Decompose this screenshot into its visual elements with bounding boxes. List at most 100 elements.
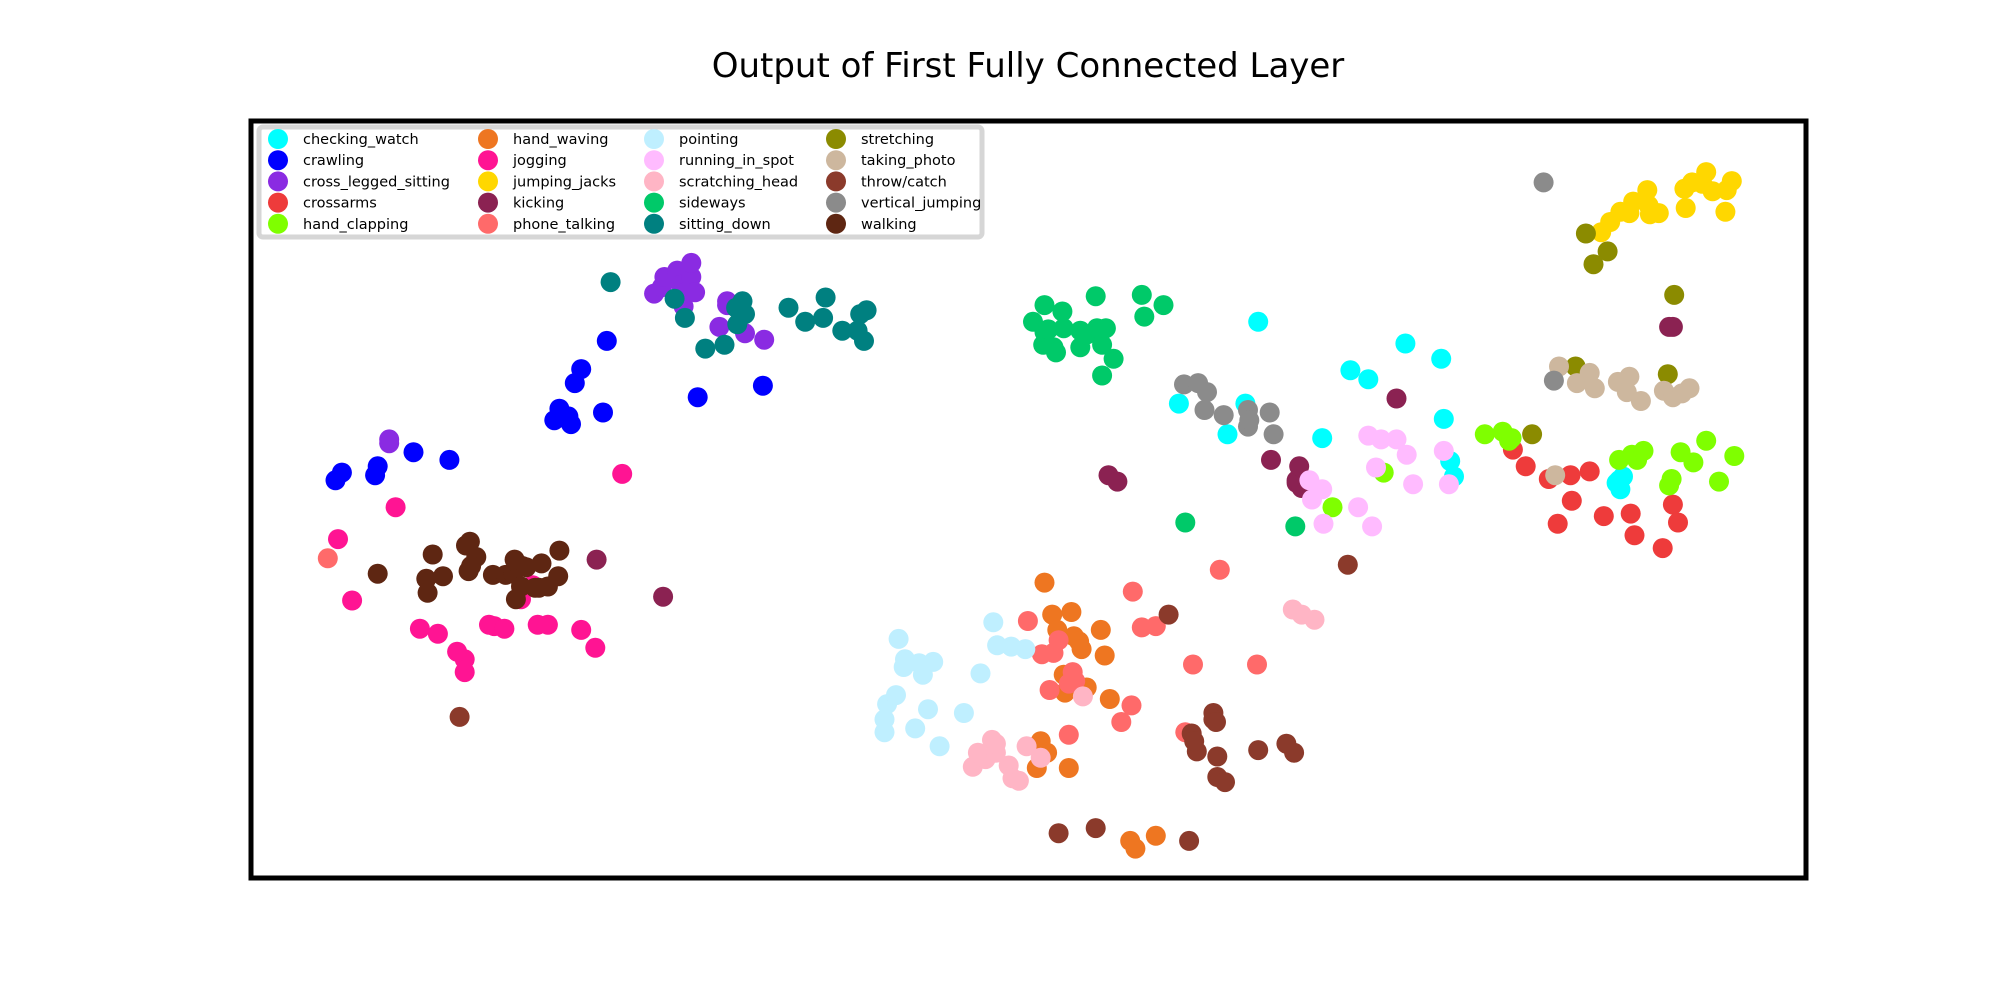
data-point bbox=[1194, 400, 1215, 420]
chart-title: Output of First Fully Connected Layer bbox=[712, 46, 1345, 86]
series-running-in-spot bbox=[1299, 425, 1459, 537]
data-point bbox=[1715, 201, 1736, 222]
data-point bbox=[1184, 731, 1205, 752]
legend-label: scratching_head bbox=[679, 174, 798, 190]
legend-label: crawling bbox=[303, 153, 364, 169]
legend-item: sideways bbox=[644, 192, 746, 213]
data-point bbox=[1438, 474, 1459, 495]
data-point bbox=[459, 531, 480, 552]
data-point bbox=[1111, 712, 1132, 732]
data-point bbox=[1597, 241, 1618, 262]
series-vertical-jumping bbox=[1174, 172, 1564, 445]
data-point bbox=[342, 590, 363, 611]
series-walking bbox=[367, 531, 570, 610]
data-point bbox=[586, 549, 607, 570]
data-point bbox=[1261, 449, 1281, 470]
legend-item: sitting_down bbox=[644, 213, 771, 234]
legend-item: pointing bbox=[644, 129, 738, 149]
data-point bbox=[537, 614, 558, 635]
legend-marker bbox=[268, 192, 288, 213]
legend-box bbox=[256, 124, 985, 240]
data-point bbox=[385, 497, 406, 518]
data-point bbox=[778, 297, 799, 318]
legend-marker bbox=[826, 150, 846, 171]
data-point bbox=[417, 582, 438, 603]
data-point bbox=[1304, 609, 1325, 630]
data-point bbox=[1207, 746, 1228, 767]
legend-item: throw/catch bbox=[826, 171, 947, 192]
data-point bbox=[1433, 408, 1454, 429]
legend-marker bbox=[478, 192, 498, 213]
data-point bbox=[856, 300, 877, 321]
data-point bbox=[1683, 452, 1704, 473]
data-point bbox=[1522, 424, 1543, 445]
data-point bbox=[1085, 286, 1106, 307]
data-point bbox=[403, 442, 424, 463]
legend-marker bbox=[268, 150, 288, 171]
legend-label: sitting_down bbox=[679, 217, 771, 233]
data-point bbox=[317, 548, 338, 569]
data-point bbox=[985, 733, 1006, 754]
data-point bbox=[449, 706, 470, 727]
legend-item: crawling bbox=[268, 150, 364, 171]
legend-item: hand_clapping bbox=[268, 213, 408, 234]
data-point bbox=[1637, 180, 1658, 201]
legend-label: jumping_jacks bbox=[512, 174, 616, 190]
series-jumping-jacks bbox=[1591, 162, 1742, 243]
data-point bbox=[427, 623, 448, 644]
data-point bbox=[874, 709, 895, 730]
data-point bbox=[1121, 695, 1142, 716]
data-point bbox=[888, 628, 909, 649]
data-point bbox=[1366, 457, 1386, 478]
legend-item: hand_waving bbox=[478, 129, 608, 149]
data-point bbox=[1584, 378, 1605, 399]
series-phone-talking bbox=[317, 548, 1267, 745]
data-point bbox=[681, 267, 702, 287]
data-point bbox=[1122, 581, 1143, 602]
data-point bbox=[1053, 318, 1074, 339]
data-point bbox=[1533, 172, 1554, 193]
data-point bbox=[600, 272, 621, 293]
data-point bbox=[1403, 474, 1424, 495]
legend-label: throw/catch bbox=[861, 174, 947, 190]
data-point bbox=[1395, 333, 1416, 354]
data-point bbox=[1183, 654, 1203, 675]
data-point bbox=[754, 329, 775, 350]
data-point bbox=[1213, 405, 1234, 426]
legend-marker bbox=[644, 213, 664, 234]
data-point bbox=[1052, 301, 1073, 322]
data-point bbox=[1337, 554, 1358, 575]
legend-item: stretching bbox=[826, 129, 934, 149]
legend-label: sideways bbox=[679, 196, 746, 212]
data-point bbox=[1048, 823, 1069, 844]
legend-marker bbox=[268, 213, 288, 234]
data-point bbox=[1239, 410, 1260, 431]
series-pointing bbox=[874, 612, 1036, 757]
data-point bbox=[1131, 284, 1152, 305]
legend-item: scratching_head bbox=[644, 171, 798, 192]
data-point bbox=[1145, 825, 1166, 846]
data-point bbox=[422, 544, 443, 565]
data-point bbox=[1168, 393, 1189, 414]
legend-item: jumping_jacks bbox=[478, 171, 616, 192]
legend-marker bbox=[826, 129, 846, 149]
data-point bbox=[714, 334, 735, 355]
data-point bbox=[1263, 424, 1284, 445]
data-point bbox=[664, 288, 685, 309]
data-point bbox=[1095, 318, 1116, 339]
legend-marker bbox=[644, 150, 664, 171]
legend-label: phone_talking bbox=[513, 217, 615, 233]
legend-item: vertical_jumping bbox=[826, 192, 981, 213]
data-point bbox=[1016, 736, 1037, 757]
legend-label: hand_clapping bbox=[303, 217, 408, 233]
data-point bbox=[1284, 742, 1305, 763]
data-point bbox=[1606, 472, 1627, 493]
data-point bbox=[1285, 516, 1306, 537]
data-point bbox=[1058, 758, 1079, 778]
legend-marker bbox=[826, 192, 846, 213]
legend-item: phone_talking bbox=[478, 213, 615, 234]
series-hand-clapping bbox=[1322, 421, 1745, 518]
data-point bbox=[1431, 348, 1452, 369]
series-stretching bbox=[1522, 223, 1685, 445]
